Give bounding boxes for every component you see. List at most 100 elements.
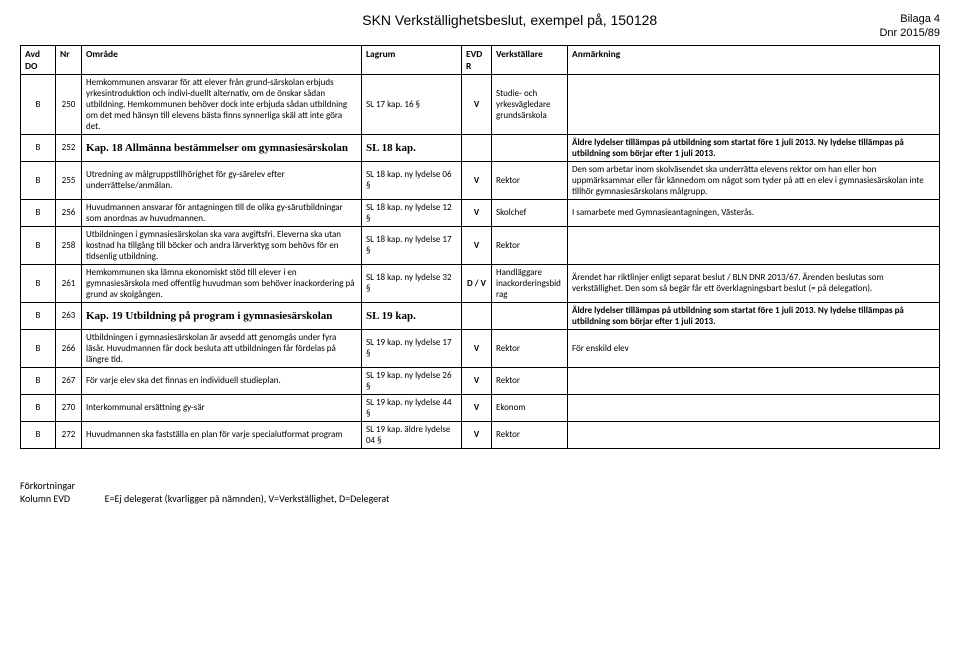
cell-nr: 266 (56, 329, 82, 367)
cell-omrade: Utredning av målgruppstillhörighet för g… (82, 161, 362, 199)
cell-avd: B (21, 302, 56, 329)
cell-nr: 267 (56, 367, 82, 394)
header-right: Bilaga 4 Dnr 2015/89 (879, 12, 940, 41)
cell-anm: Den som arbetar inom skolväsendet ska un… (568, 161, 940, 199)
cell-anm: Ärendet har riktlinjer enligt separat be… (568, 264, 940, 302)
col-anm: Anmärkning (568, 45, 940, 74)
cell-avd: B (21, 134, 56, 161)
cell-avd: B (21, 394, 56, 421)
table-header-row: Avd DO Nr Område Lagrum EVDR Verkställar… (21, 45, 940, 74)
cell-evdr: V (462, 394, 492, 421)
cell-verk: Handläggare inackorderingsbidrag (492, 264, 568, 302)
cell-lagrum: SL 19 kap. ny lydelse 17 § (362, 329, 462, 367)
cell-nr: 272 (56, 421, 82, 448)
table-row: B256Huvudmannen ansvarar för antagningen… (21, 199, 940, 226)
cell-evdr: V (462, 161, 492, 199)
cell-verk: Rektor (492, 161, 568, 199)
cell-avd: B (21, 264, 56, 302)
cell-omrade: För varje elev ska det finnas en individ… (82, 367, 362, 394)
cell-anm: Äldre lydelser tillämpas på utbildning s… (568, 134, 940, 161)
data-table: Avd DO Nr Område Lagrum EVDR Verkställar… (20, 45, 940, 449)
cell-evdr (462, 134, 492, 161)
cell-omrade: Kap. 18 Allmänna bestämmelser om gymnasi… (82, 134, 362, 161)
cell-lagrum: SL 19 kap. äldre lydelse 04 § (362, 421, 462, 448)
cell-verk: Ekonom (492, 394, 568, 421)
cell-lagrum: SL 19 kap. ny lydelse 26 § (362, 367, 462, 394)
cell-evdr: V (462, 226, 492, 264)
table-row: B250Hemkommunen ansvarar för att elever … (21, 74, 940, 134)
bilaga-label: Bilaga 4 (879, 12, 940, 26)
cell-lagrum: SL 18 kap. ny lydelse 32 § (362, 264, 462, 302)
cell-omrade: Kap. 19 Utbildning på program i gymnasie… (82, 302, 362, 329)
cell-evdr (462, 302, 492, 329)
cell-nr: 258 (56, 226, 82, 264)
cell-anm: I samarbete med Gymnasieantagningen, Väs… (568, 199, 940, 226)
cell-avd: B (21, 329, 56, 367)
col-evdr: EVDR (462, 45, 492, 74)
cell-verk: Rektor (492, 367, 568, 394)
cell-omrade: Huvudmannen ansvarar för antagningen til… (82, 199, 362, 226)
dnr-label: Dnr 2015/89 (879, 26, 940, 40)
col-avd: Avd DO (21, 45, 56, 74)
cell-nr: 255 (56, 161, 82, 199)
table-row: B258Utbildningen i gymnasiesärskolan ska… (21, 226, 940, 264)
footer-line2-text: E=Ej delegerat (kvarligger på nämnden), … (105, 492, 390, 505)
cell-anm (568, 74, 940, 134)
table-row: B266Utbildningen i gymnasiesärskolan är … (21, 329, 940, 367)
table-row: B270Interkommunal ersättning gy-särSL 19… (21, 394, 940, 421)
cell-anm (568, 421, 940, 448)
cell-omrade: Utbildningen i gymnasiesärskolan ska var… (82, 226, 362, 264)
cell-lagrum: SL 18 kap. ny lydelse 06 § (362, 161, 462, 199)
col-verk: Verkställare (492, 45, 568, 74)
cell-nr: 263 (56, 302, 82, 329)
table-row: B252Kap. 18 Allmänna bestämmelser om gym… (21, 134, 940, 161)
cell-lagrum: SL 17 kap. 16 § (362, 74, 462, 134)
cell-lagrum: SL 18 kap. (362, 134, 462, 161)
footer-line2: Kolumn EVD E=Ej delegerat (kvarligger på… (20, 492, 940, 505)
col-nr: Nr (56, 45, 82, 74)
cell-omrade: Hemkommunen ansvarar för att elever från… (82, 74, 362, 134)
page-header: SKN Verkställighetsbeslut, exempel på, 1… (20, 12, 940, 41)
cell-verk: Rektor (492, 226, 568, 264)
cell-verk: Rektor (492, 421, 568, 448)
cell-anm: För enskild elev (568, 329, 940, 367)
cell-nr: 261 (56, 264, 82, 302)
cell-anm (568, 226, 940, 264)
table-row: B255Utredning av målgruppstillhörighet f… (21, 161, 940, 199)
table-row: B263Kap. 19 Utbildning på program i gymn… (21, 302, 940, 329)
table-row: B261Hemkommunen ska lämna ekonomiskt stö… (21, 264, 940, 302)
cell-lagrum: SL 19 kap. ny lydelse 44 § (362, 394, 462, 421)
cell-anm (568, 394, 940, 421)
cell-omrade: Interkommunal ersättning gy-sär (82, 394, 362, 421)
cell-nr: 270 (56, 394, 82, 421)
cell-avd: B (21, 199, 56, 226)
cell-verk: Rektor (492, 329, 568, 367)
table-row: B272Huvudmannen ska fastställa en plan f… (21, 421, 940, 448)
cell-avd: B (21, 226, 56, 264)
cell-avd: B (21, 421, 56, 448)
cell-anm: Äldre lydelser tillämpas på utbildning s… (568, 302, 940, 329)
cell-lagrum: SL 19 kap. (362, 302, 462, 329)
footer-line1: Förkortningar (20, 479, 940, 492)
cell-evdr: V (462, 199, 492, 226)
table-row: B267För varje elev ska det finnas en ind… (21, 367, 940, 394)
cell-omrade: Hemkommunen ska lämna ekonomiskt stöd ti… (82, 264, 362, 302)
cell-evdr: V (462, 421, 492, 448)
cell-verk (492, 134, 568, 161)
page-title: SKN Verkställighetsbeslut, exempel på, 1… (140, 12, 879, 41)
cell-verk: Skolchef (492, 199, 568, 226)
cell-evdr: V (462, 329, 492, 367)
cell-lagrum: SL 18 kap. ny lydelse 12 § (362, 199, 462, 226)
cell-evdr: V (462, 367, 492, 394)
cell-nr: 256 (56, 199, 82, 226)
cell-omrade: Huvudmannen ska fastställa en plan för v… (82, 421, 362, 448)
cell-avd: B (21, 161, 56, 199)
cell-nr: 252 (56, 134, 82, 161)
cell-avd: B (21, 74, 56, 134)
page-footer: Förkortningar Kolumn EVD E=Ej delegerat … (20, 479, 940, 505)
cell-nr: 250 (56, 74, 82, 134)
cell-avd: B (21, 367, 56, 394)
cell-evdr: V (462, 74, 492, 134)
cell-omrade: Utbildningen i gymnasiesärskolan är avse… (82, 329, 362, 367)
col-omrade: Område (82, 45, 362, 74)
